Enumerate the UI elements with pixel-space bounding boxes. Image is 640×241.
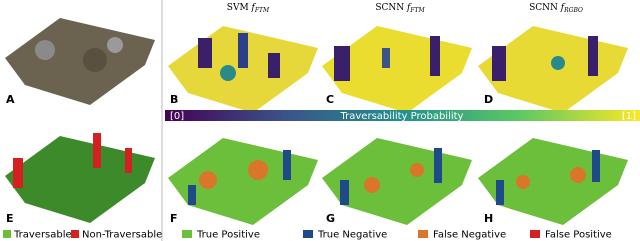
legend-label: Traversable [13, 230, 72, 241]
legend-label: True Positive [196, 230, 260, 241]
legend-swatch [530, 230, 540, 238]
panel-letter: B [170, 93, 178, 106]
panel-g-image [322, 138, 472, 225]
colorbar-label: Traversability Probability [340, 111, 464, 122]
panel-h-image [478, 138, 628, 225]
colorbar [165, 110, 640, 121]
legend-label: False Positive [545, 230, 612, 241]
panel-c-image [322, 26, 472, 113]
legend-swatch [71, 230, 79, 238]
legend-swatch [418, 230, 428, 238]
panel-title: SCNN fRGBO [529, 3, 583, 14]
panel-title: SVM fFTM [227, 3, 270, 14]
panel-title: SCNN fFTM [375, 3, 425, 14]
panel-d-image [478, 26, 628, 113]
panel-letter: A [6, 93, 15, 106]
legend-swatch [303, 230, 313, 238]
legend-label: False Negative [433, 230, 506, 241]
colorbar-max: [1] [622, 111, 636, 122]
panel-letter: F [170, 212, 178, 225]
panel-e-image [5, 133, 155, 223]
panel-letter: E [6, 212, 14, 225]
panel-letter: D [484, 93, 493, 106]
panel-f-image [168, 138, 318, 225]
legend-swatch [182, 230, 192, 238]
colorbar-min: [0] [170, 111, 184, 122]
legend-label: True Negative [317, 230, 387, 241]
panel-letter: H [484, 212, 493, 225]
legend-label: Non-Traversable [82, 230, 162, 241]
panel-letter: G [326, 212, 335, 225]
panel-a-image [5, 18, 155, 105]
panel-letter: C [326, 93, 334, 106]
panel-b-image [168, 26, 318, 113]
legend-swatch [3, 230, 11, 238]
